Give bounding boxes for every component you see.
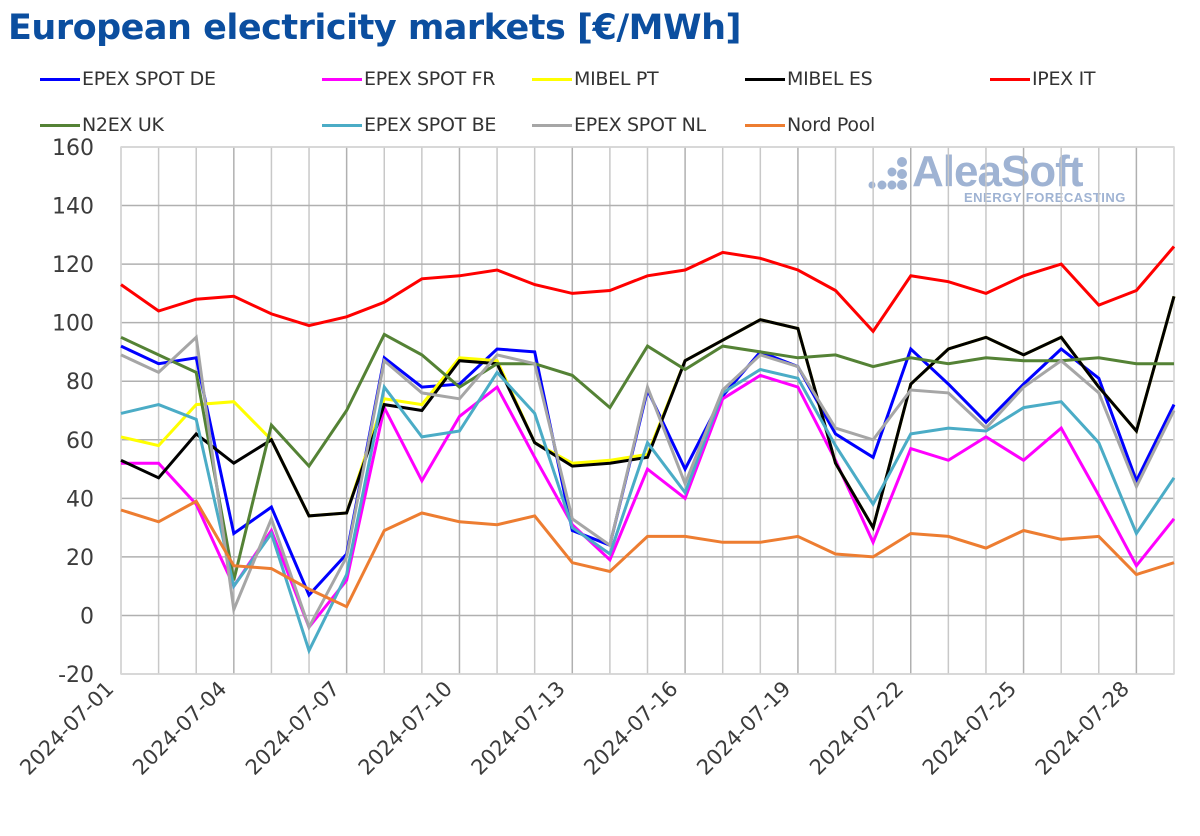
x-tick-label: 2024-07-28: [1031, 677, 1134, 780]
x-tick-label: 2024-07-16: [579, 677, 682, 780]
x-tick-label: 2024-07-13: [467, 677, 570, 780]
legend-swatch: [532, 123, 572, 127]
series-line-mibel-es: [120, 295, 1176, 532]
chart-title: European electricity markets [€/MWh]: [8, 8, 741, 48]
legend-item[interactable]: N2EX UK: [40, 114, 164, 136]
y-tick-label: 100: [52, 312, 94, 337]
legend-label: EPEX SPOT BE: [364, 114, 497, 136]
x-tick-label: 2024-07-22: [805, 677, 908, 780]
x-tick-label: 2024-07-25: [918, 677, 1021, 780]
legend-label: Nord Pool: [787, 114, 876, 136]
legend-swatch: [40, 77, 80, 81]
legend-item[interactable]: EPEX SPOT DE: [40, 68, 216, 90]
grid-lines: [120, 146, 1175, 675]
legend-label: EPEX SPOT FR: [364, 68, 496, 90]
series-lines: [120, 245, 1176, 655]
x-tick-label: 2024-07-10: [354, 677, 457, 780]
series-line-ipex-it: [120, 245, 1176, 334]
legend-swatch: [990, 77, 1030, 81]
x-tick-label: 2024-07-19: [692, 677, 795, 780]
x-tick-label: 2024-07-04: [128, 677, 231, 780]
series-line-nord-pool: [120, 499, 1175, 609]
legend-label: MIBEL PT: [574, 68, 659, 90]
x-axis-ticks: 2024-07-01 2024-07-04 2024-07-07 2024-07-10…: [15, 677, 1134, 780]
legend-item[interactable]: IPEX IT: [990, 68, 1096, 90]
y-tick-label: 40: [66, 487, 94, 512]
legend-label: EPEX SPOT DE: [82, 68, 216, 90]
y-tick-label: 0: [80, 604, 94, 629]
legend-item[interactable]: EPEX SPOT BE: [322, 114, 496, 136]
legend-swatch: [745, 77, 785, 81]
y-tick-label: -20: [58, 663, 94, 688]
legend-item[interactable]: MIBEL ES: [745, 68, 873, 90]
y-tick-label: 20: [66, 546, 94, 571]
series-line-epex-spot-be: [120, 367, 1176, 655]
legend-swatch: [745, 123, 785, 127]
y-axis-ticks: -20 0 20 40 60 80 100 120 140 160: [52, 136, 94, 688]
y-tick-label: 120: [52, 253, 94, 278]
legend-item[interactable]: EPEX SPOT NL: [532, 114, 706, 136]
legend-label: IPEX IT: [1032, 68, 1096, 90]
series-line-n2ex-uk: [120, 332, 1174, 581]
legend-swatch: [322, 77, 362, 81]
legend-swatch: [322, 123, 362, 127]
x-tick-label: 2024-07-07: [241, 677, 344, 780]
legend-swatch: [532, 77, 572, 81]
y-tick-label: 140: [52, 195, 94, 220]
legend-label: MIBEL ES: [787, 68, 873, 90]
legend-label: EPEX SPOT NL: [574, 114, 706, 136]
y-tick-label: 80: [66, 370, 94, 395]
legend-item[interactable]: MIBEL PT: [532, 68, 659, 90]
legend-swatch: [40, 123, 80, 127]
x-tick-label: 2024-07-01: [15, 677, 118, 780]
legend-item[interactable]: EPEX SPOT FR: [322, 68, 495, 90]
y-tick-label: 60: [66, 429, 94, 454]
legend-item[interactable]: Nord Pool: [745, 114, 875, 136]
legend-label: N2EX UK: [82, 114, 164, 136]
series-line-epex-spot-nl: [120, 334, 1176, 631]
y-tick-label: 160: [52, 136, 94, 161]
